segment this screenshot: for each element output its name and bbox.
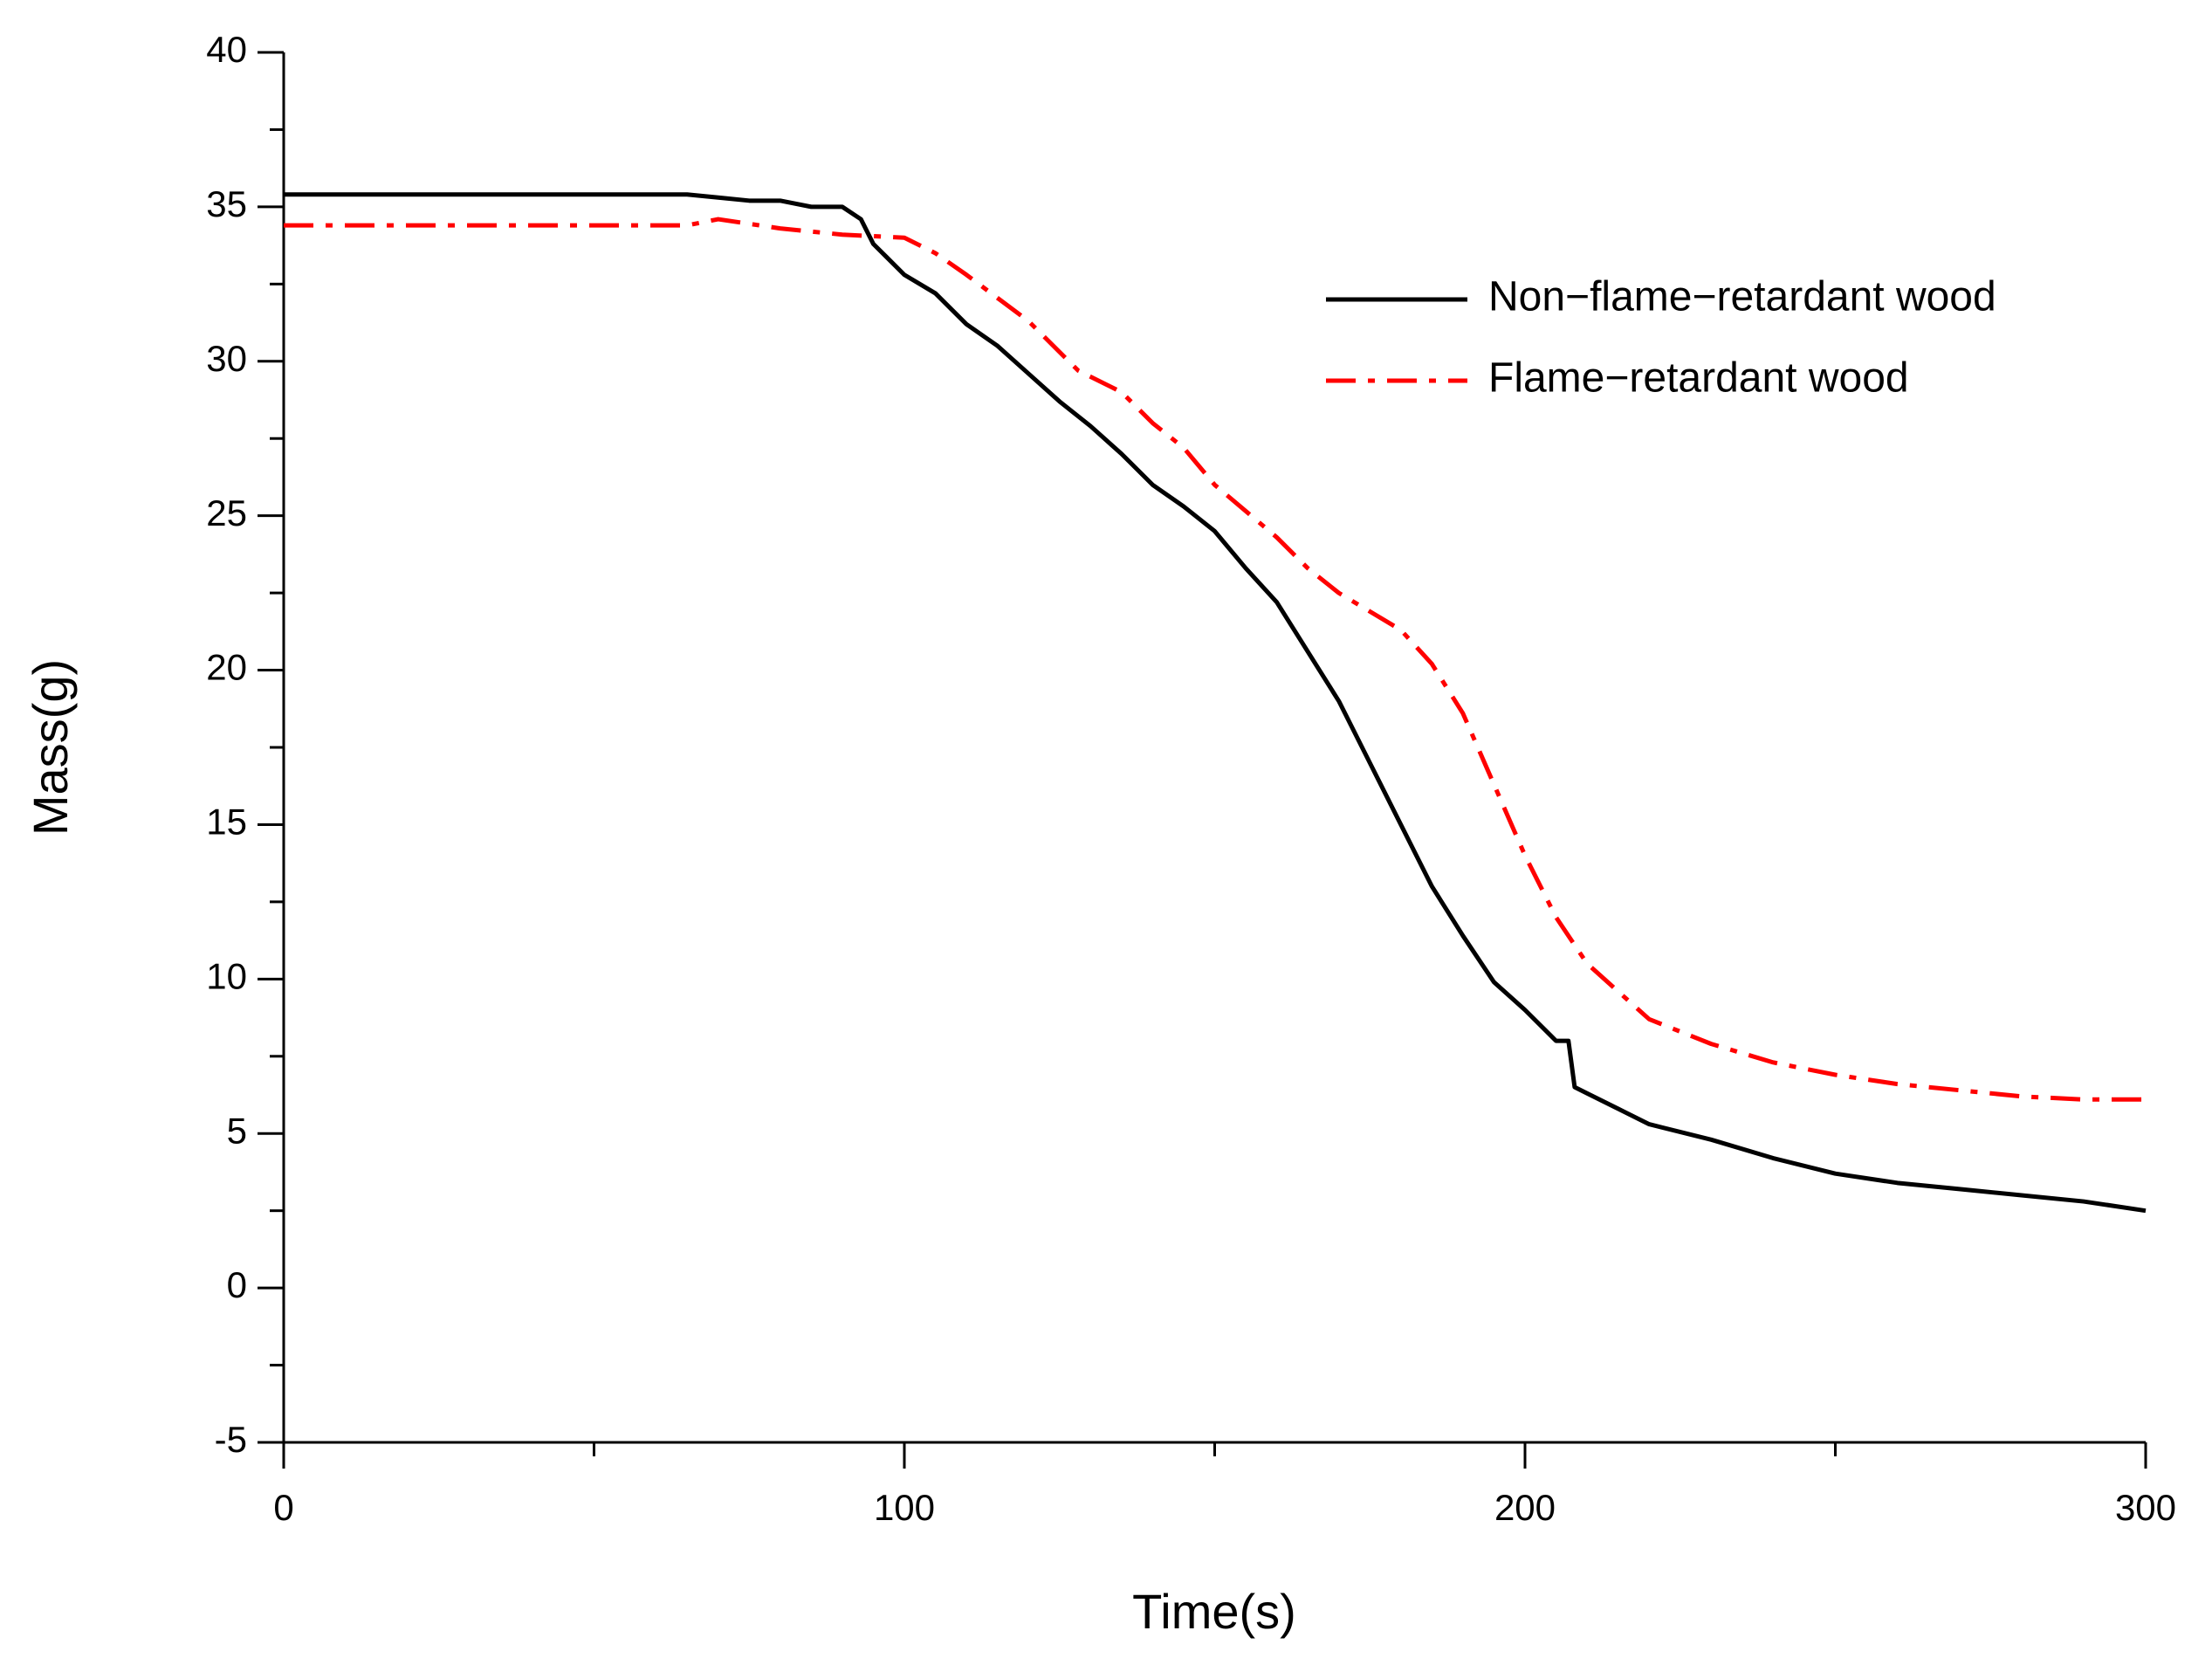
y-tick-label: -5 [215, 1419, 247, 1460]
y-axis-label: Mass(g) [23, 659, 78, 836]
y-tick-label: 25 [206, 492, 247, 533]
y-tick-label: 10 [206, 955, 247, 996]
data-line [284, 192, 2147, 1214]
y-tick-label: 0 [227, 1264, 247, 1305]
y-tick-label: 40 [206, 29, 247, 70]
legend-label: Flame−retardant wood [1488, 355, 1909, 402]
y-tick-label: 20 [206, 647, 247, 688]
y-tick-label: 30 [206, 338, 247, 379]
x-tick-label: 300 [2115, 1487, 2176, 1528]
x-tick-label: 100 [874, 1487, 935, 1528]
legend-label: Non−flame−retardant wood [1488, 274, 1996, 320]
y-tick-label: 35 [206, 183, 247, 224]
x-axis-label: Time(s) [1132, 1584, 1296, 1639]
data-line [284, 217, 2146, 1102]
y-tick-label: 5 [227, 1110, 247, 1151]
x-tick-label: 0 [273, 1487, 293, 1528]
y-tick-label: 15 [206, 802, 247, 843]
x-tick-label: 200 [1494, 1487, 1556, 1528]
